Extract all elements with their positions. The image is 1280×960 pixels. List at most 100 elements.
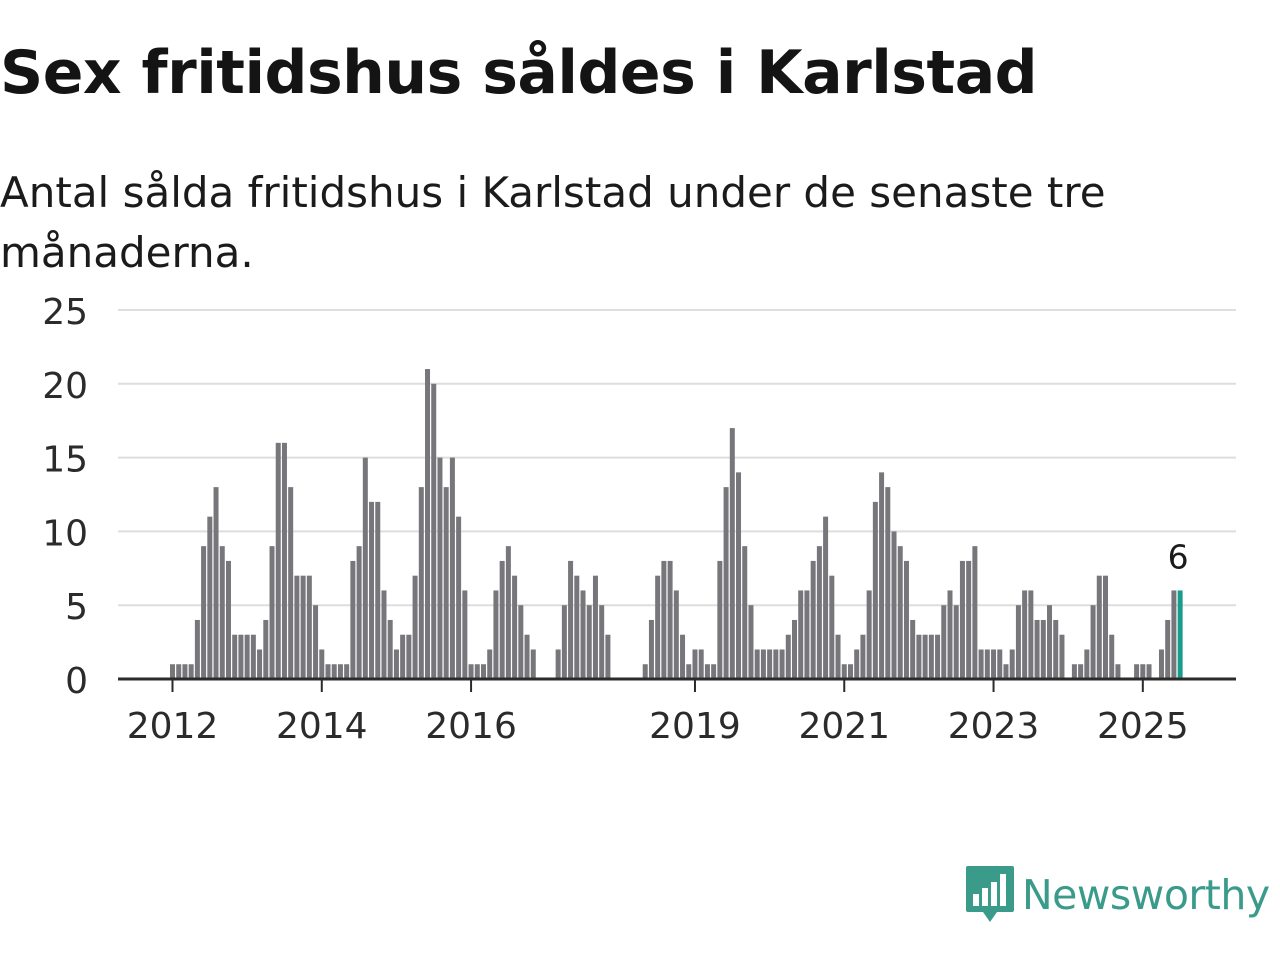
- bar: [959, 560, 965, 679]
- bar: [406, 634, 412, 679]
- bar: [294, 575, 300, 679]
- bar: [574, 575, 580, 679]
- bar: [648, 619, 654, 679]
- bar-highlight: [1177, 590, 1183, 679]
- bar: [306, 575, 312, 679]
- bar: [238, 634, 244, 679]
- bar: [568, 560, 574, 679]
- bar: [319, 649, 325, 679]
- bar: [1134, 664, 1140, 679]
- bar: [854, 649, 860, 679]
- bar: [723, 487, 729, 679]
- bar: [928, 634, 934, 679]
- x-axis-ticks: 2012 2014 2016 2019 2021 2023 2025: [127, 679, 1189, 747]
- bar: [481, 664, 486, 679]
- bar: [437, 457, 443, 679]
- bar: [232, 634, 238, 679]
- bars: [170, 369, 1183, 679]
- bar: [176, 664, 182, 679]
- bar: [219, 546, 225, 679]
- x-tick-label: 2023: [948, 706, 1040, 747]
- bar: [686, 664, 692, 679]
- bar: [810, 560, 816, 679]
- bar: [288, 487, 294, 679]
- bar: [188, 664, 194, 679]
- bar: [698, 649, 704, 679]
- bar: [1115, 664, 1121, 679]
- bar: [903, 560, 909, 679]
- bar: [1040, 619, 1046, 679]
- bar: [885, 487, 891, 679]
- bar: [431, 383, 437, 679]
- bar: [1009, 649, 1015, 679]
- bar: [524, 634, 530, 679]
- bar: [823, 516, 829, 679]
- bar: [605, 634, 611, 679]
- bar: [381, 590, 387, 679]
- bar: [586, 605, 592, 679]
- bar: [841, 664, 847, 679]
- bar: [182, 664, 188, 679]
- bar: [860, 634, 866, 679]
- bar: [966, 560, 972, 679]
- bar: [742, 546, 748, 679]
- bar: [816, 546, 822, 679]
- bar: [661, 560, 667, 679]
- bar: [667, 560, 673, 679]
- brand-name: Newsworthy: [1022, 871, 1270, 919]
- bar: [1158, 649, 1164, 679]
- bar: [1078, 664, 1084, 679]
- bar: [269, 546, 275, 679]
- bar: [170, 664, 175, 679]
- bar: [910, 619, 916, 679]
- y-tick-label: 10: [42, 513, 88, 554]
- bar: [704, 664, 710, 679]
- bar: [922, 634, 928, 679]
- bar: [257, 649, 263, 679]
- bar: [1022, 590, 1028, 679]
- bar: [462, 590, 468, 679]
- bar: [499, 560, 505, 679]
- bar: [916, 634, 922, 679]
- bar: [555, 649, 561, 679]
- chart-title: Sex fritidshus såldes i Karlstad: [0, 38, 1038, 108]
- bar: [244, 634, 250, 679]
- bar: [941, 605, 947, 679]
- bar: [1015, 605, 1021, 679]
- bar: [1146, 664, 1152, 679]
- bar: [518, 605, 524, 679]
- bar: [263, 619, 269, 679]
- bar: [642, 664, 648, 679]
- bar: [400, 634, 406, 679]
- bar: [418, 487, 424, 679]
- y-axis-ticks: 0 5 10 15 20 25: [42, 292, 88, 702]
- bar: [281, 442, 287, 679]
- bar: [194, 619, 200, 679]
- bar: [512, 575, 518, 679]
- bar: [1028, 590, 1034, 679]
- bar: [891, 531, 897, 679]
- bar: [655, 575, 661, 679]
- x-tick-label: 2019: [649, 706, 741, 747]
- bar: [425, 369, 431, 679]
- bar: [487, 649, 493, 679]
- bar: [1140, 664, 1146, 679]
- bar: [673, 590, 679, 679]
- x-tick-label: 2014: [276, 706, 368, 747]
- bar: [344, 664, 350, 679]
- bar: [393, 649, 399, 679]
- bar: [474, 664, 480, 679]
- bar: [387, 619, 393, 679]
- bar: [773, 649, 779, 679]
- bar: [947, 590, 953, 679]
- bar: [505, 546, 511, 679]
- x-tick-label: 2012: [127, 706, 219, 747]
- bar: [1103, 575, 1108, 679]
- bar: [1034, 619, 1040, 679]
- bar: [736, 472, 742, 679]
- bar: [798, 590, 804, 679]
- y-tick-label: 25: [42, 292, 88, 333]
- x-tick-label: 2025: [1097, 706, 1189, 747]
- bar: [767, 649, 773, 679]
